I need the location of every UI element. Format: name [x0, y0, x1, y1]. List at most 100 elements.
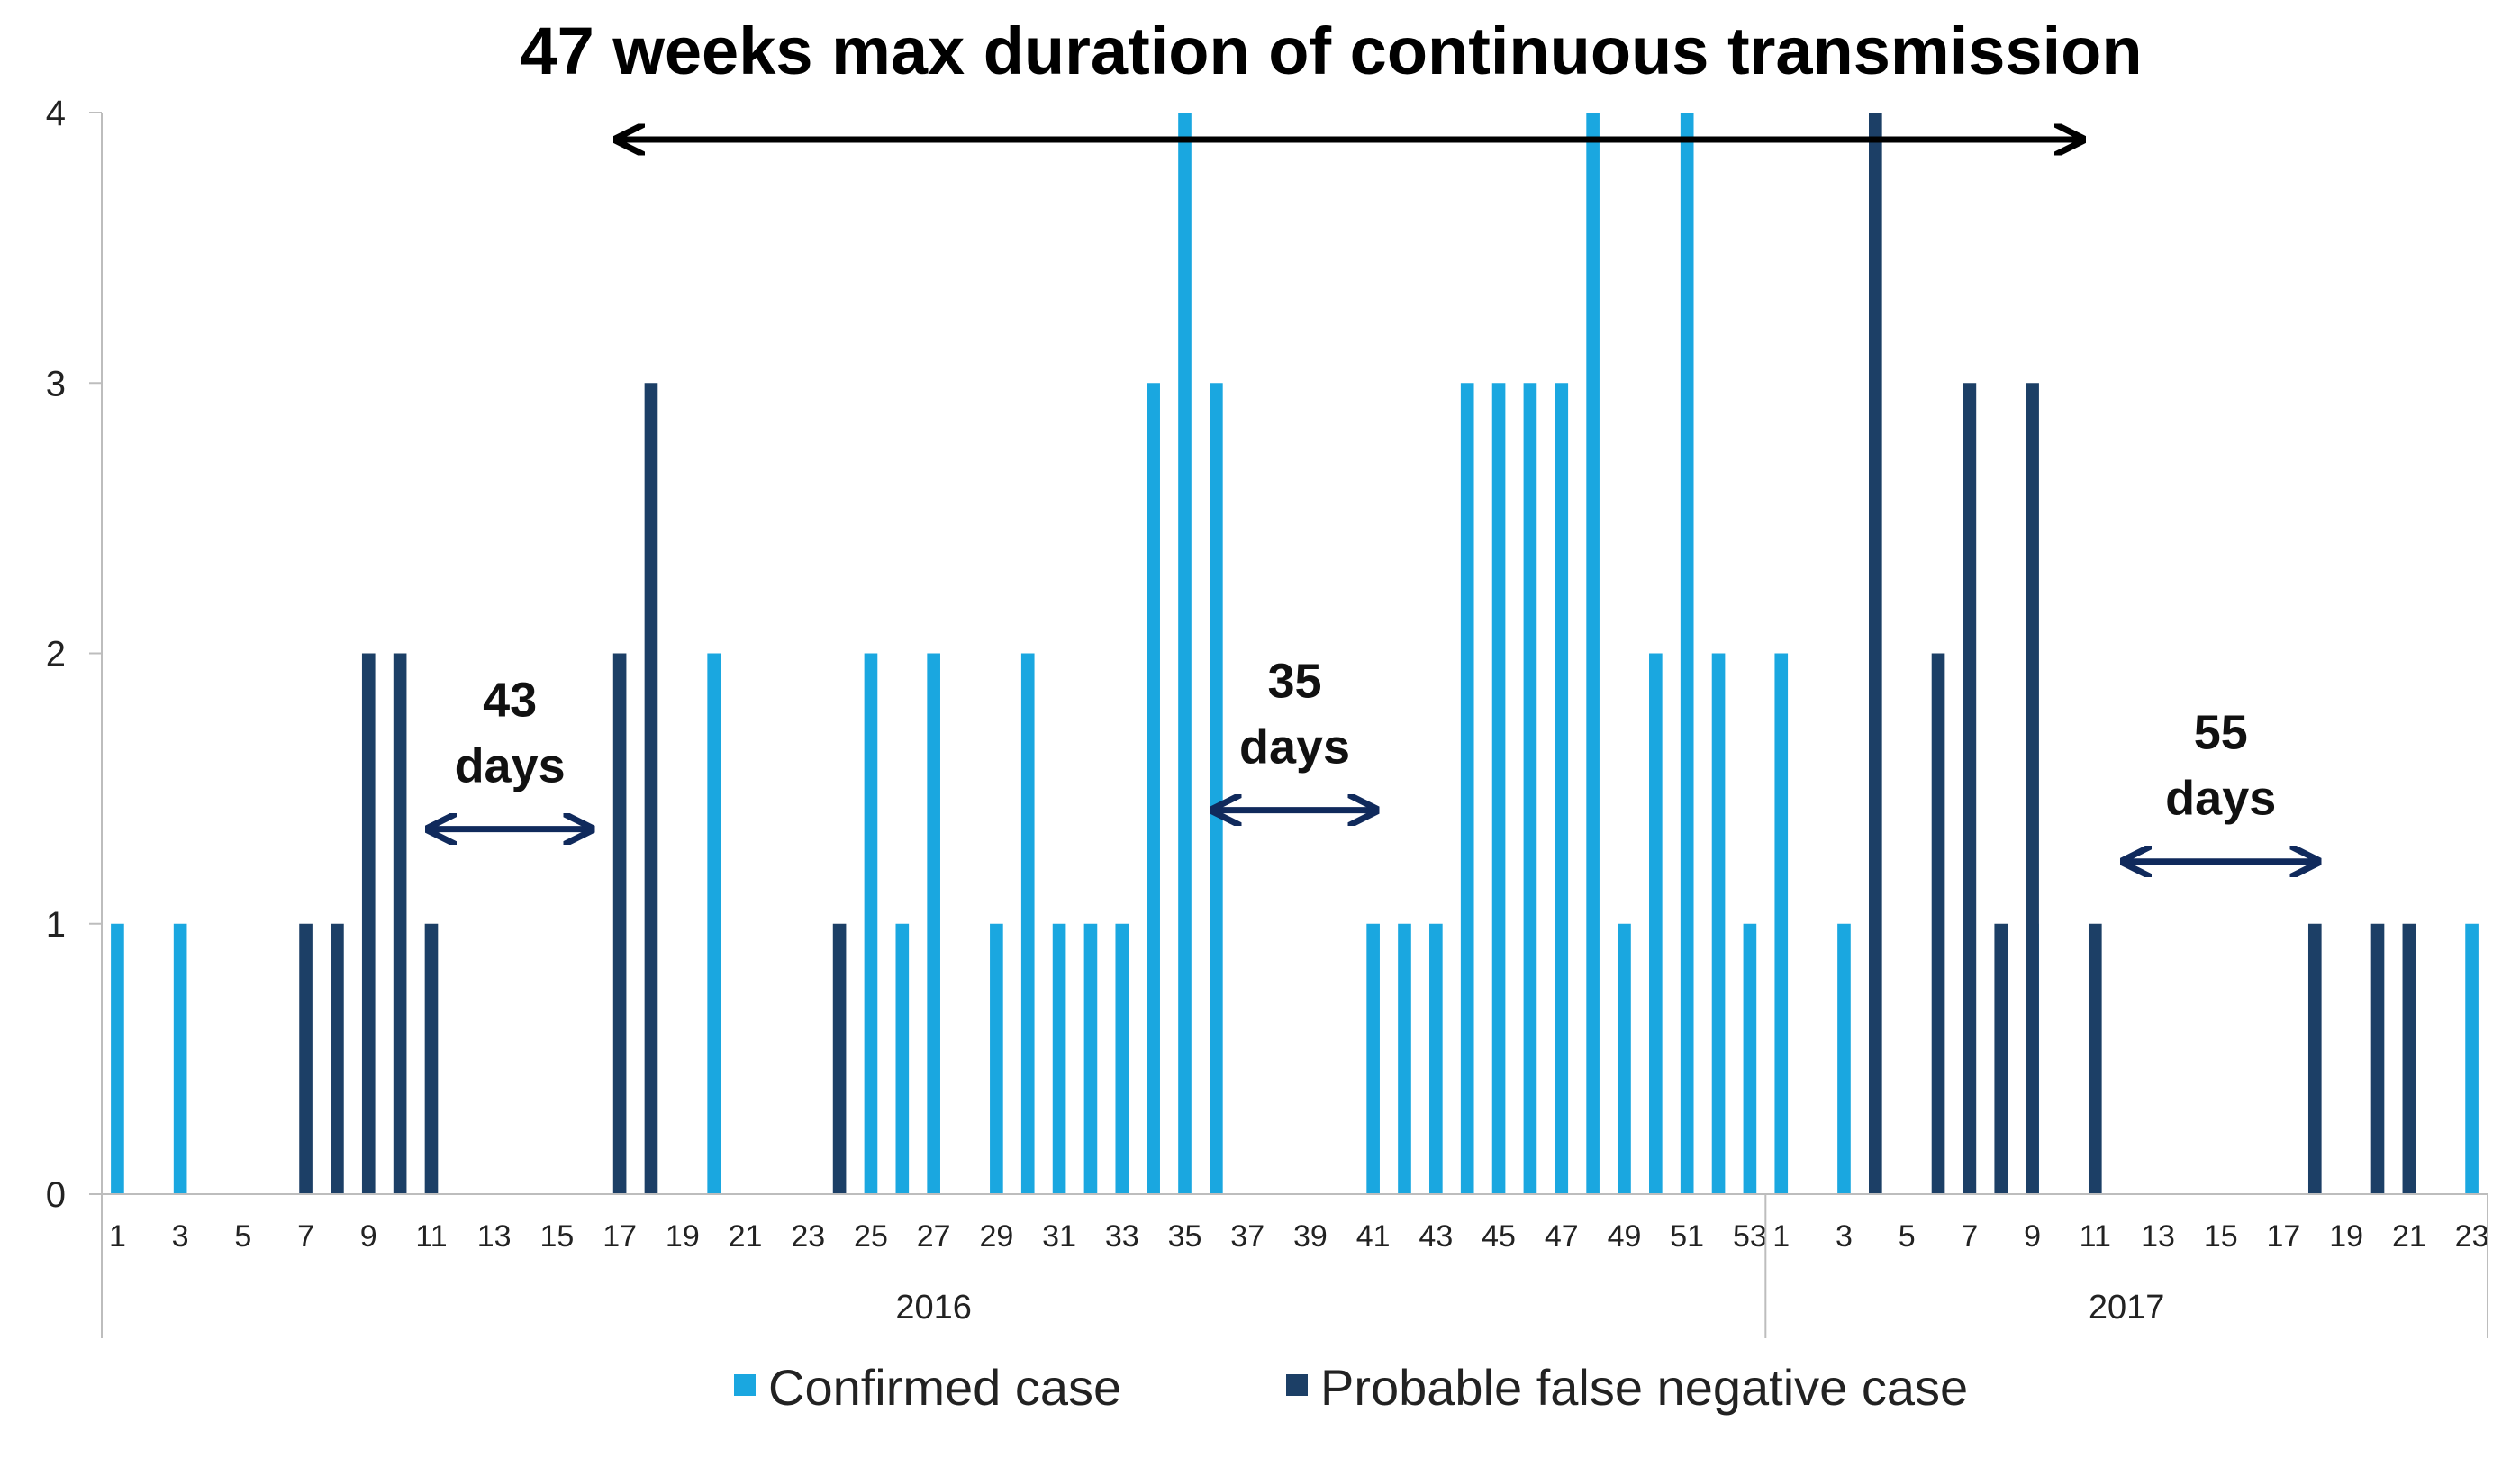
x-tick-label: 19 [666, 1219, 700, 1254]
gap2-unit-label: days [1239, 720, 1350, 774]
x-tick-label: 1 [1772, 1219, 1790, 1254]
confirmed-case-bar [1743, 923, 1757, 1194]
x-tick-label: 1 [109, 1219, 126, 1254]
false-negative-bar [2402, 923, 2416, 1194]
x-tick-label: 29 [979, 1219, 1013, 1254]
x-tick-label: 5 [1899, 1219, 1916, 1254]
confirmed-case-bar [1586, 113, 1600, 1194]
confirmed-case-bar [1491, 383, 1506, 1194]
x-tick-label: 43 [1419, 1219, 1453, 1254]
confirmed-case-bar [1366, 923, 1380, 1194]
x-tick-label: 49 [1608, 1219, 1642, 1254]
confirmed-case-bar [1460, 383, 1474, 1194]
x-tick-label: 25 [854, 1219, 888, 1254]
false-negative-bar [299, 923, 313, 1194]
gap1-value-label: 43 [483, 674, 537, 728]
x-tick-label: 39 [1293, 1219, 1328, 1254]
x-tick-label: 41 [1356, 1219, 1391, 1254]
false-negative-bar [424, 923, 439, 1194]
confirmed-case-bar [1020, 653, 1035, 1194]
x-tick-label: 51 [1670, 1219, 1704, 1254]
false-negative-bar [644, 383, 658, 1194]
confirmed-case-bar [111, 923, 124, 1194]
x-tick-label: 13 [2141, 1219, 2175, 1254]
x-tick-label: 33 [1105, 1219, 1139, 1254]
x-tick-label: 47 [1545, 1219, 1579, 1254]
confirmed-case-bar [990, 923, 1003, 1194]
confirmed-case-bar [173, 923, 187, 1194]
x-tick-label: 3 [1836, 1219, 1853, 1254]
x-tick-label: 13 [477, 1219, 512, 1254]
x-tick-label: 15 [2204, 1219, 2238, 1254]
x-tick-label: 37 [1230, 1219, 1265, 1254]
legend-swatch-confirmed [734, 1374, 756, 1396]
x-tick-label: 3 [172, 1219, 189, 1254]
y-tick-label: 0 [46, 1175, 66, 1215]
y-tick-label: 1 [46, 905, 66, 945]
confirmed-case-bar [1649, 653, 1663, 1194]
confirmed-case-bar [1774, 653, 1789, 1194]
x-tick-label: 21 [2392, 1219, 2426, 1254]
x-tick-label: 17 [603, 1219, 637, 1254]
x-tick-label: 9 [2024, 1219, 2041, 1254]
false-negative-bar [2307, 923, 2322, 1194]
false-negative-bar [2088, 923, 2102, 1194]
x-tick-label: 21 [729, 1219, 763, 1254]
confirmed-case-bar [707, 653, 721, 1194]
confirmed-case-bar [927, 653, 940, 1194]
x-tick-label: 27 [917, 1219, 951, 1254]
legend-swatch-false-negative [1286, 1374, 1308, 1396]
x-tick-label: 11 [2080, 1219, 2111, 1254]
false-negative-bar [2370, 923, 2385, 1194]
false-negative-bar [1963, 383, 1977, 1194]
false-negative-bar [2026, 383, 2039, 1194]
confirmed-case-bar [864, 653, 878, 1194]
confirmed-case-bar [1115, 923, 1129, 1194]
x-tick-label: 23 [791, 1219, 825, 1254]
x-tick-label: 53 [1733, 1219, 1767, 1254]
confirmed-case-bar [895, 923, 910, 1194]
gap3-unit-label: days [2165, 772, 2276, 826]
gap3-value-label: 55 [2194, 706, 2248, 760]
confirmed-case-bar [1711, 653, 1726, 1194]
confirmed-case-bar [1178, 113, 1192, 1194]
confirmed-case-bar [1618, 923, 1631, 1194]
x-tick-label: 23 [2455, 1219, 2489, 1254]
false-negative-bar [1869, 113, 1882, 1194]
confirmed-case-bar [2465, 923, 2479, 1194]
false-negative-bar [393, 653, 407, 1194]
false-negative-bar [361, 653, 376, 1194]
gap2-value-label: 35 [1267, 655, 1321, 709]
x-tick-label: 31 [1042, 1219, 1076, 1254]
x-tick-label: 19 [2329, 1219, 2363, 1254]
year-label: 2016 [895, 1289, 972, 1327]
confirmed-case-bar [1398, 923, 1411, 1194]
legend-label-false-negative: Probable false negative case [1320, 1359, 1968, 1416]
false-negative-bar [612, 653, 627, 1194]
confirmed-case-bar [1523, 383, 1537, 1194]
confirmed-case-bar [1429, 923, 1443, 1194]
false-negative-bar [331, 923, 344, 1194]
x-tick-label: 35 [1168, 1219, 1202, 1254]
y-tick-label: 2 [46, 635, 66, 675]
chart-title: 47 weeks max duration of continuous tran… [520, 14, 2142, 88]
legend-label-confirmed: Confirmed case [768, 1359, 1121, 1416]
x-tick-label: 7 [1961, 1219, 1978, 1254]
confirmed-case-bar [1147, 383, 1160, 1194]
x-tick-label: 17 [2267, 1219, 2301, 1254]
confirmed-case-bar [1837, 923, 1851, 1194]
confirmed-case-bar [1680, 113, 1694, 1194]
y-tick-label: 4 [46, 94, 66, 133]
x-tick-label: 45 [1482, 1219, 1516, 1254]
x-tick-label: 7 [297, 1219, 314, 1254]
x-tick-label: 9 [360, 1219, 377, 1254]
false-negative-bar [832, 923, 847, 1194]
y-tick-label: 3 [46, 364, 66, 403]
false-negative-bar [1994, 923, 2008, 1194]
x-tick-label: 11 [415, 1219, 447, 1254]
false-negative-bar [1931, 653, 1945, 1194]
confirmed-case-bar [1210, 383, 1223, 1194]
x-tick-label: 15 [539, 1219, 574, 1254]
